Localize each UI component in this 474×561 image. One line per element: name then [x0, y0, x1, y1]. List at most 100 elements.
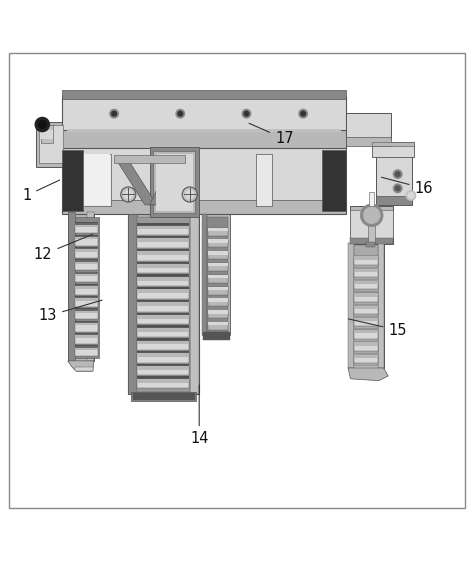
Bar — [354, 341, 378, 342]
Bar — [137, 312, 189, 315]
Bar — [354, 279, 378, 281]
Bar — [137, 249, 189, 251]
Circle shape — [393, 184, 402, 192]
Bar — [137, 325, 189, 328]
Circle shape — [408, 192, 414, 198]
Bar — [208, 287, 228, 290]
Bar — [208, 263, 228, 266]
Bar — [68, 212, 94, 361]
Bar — [208, 252, 228, 259]
Bar — [75, 222, 98, 225]
Bar — [354, 328, 378, 330]
Bar — [354, 342, 378, 346]
Bar — [137, 302, 189, 312]
Bar — [372, 142, 414, 146]
Bar — [203, 333, 230, 339]
Bar — [354, 269, 378, 277]
Bar — [350, 210, 393, 238]
Bar — [137, 364, 189, 366]
Bar — [75, 261, 98, 270]
Circle shape — [363, 207, 380, 224]
Bar — [75, 309, 98, 311]
Bar — [153, 150, 195, 213]
Bar — [137, 379, 189, 388]
Text: 1: 1 — [22, 180, 60, 203]
Polygon shape — [68, 361, 94, 371]
Bar — [137, 276, 189, 280]
Bar — [354, 342, 378, 351]
Bar — [62, 146, 346, 200]
Bar — [75, 348, 98, 356]
Bar — [67, 129, 341, 132]
Bar — [208, 287, 228, 295]
Text: 13: 13 — [39, 300, 102, 324]
Bar — [75, 274, 98, 282]
Bar — [378, 243, 383, 368]
Bar — [133, 393, 195, 399]
Bar — [137, 351, 189, 353]
Bar — [354, 291, 378, 293]
Bar — [128, 214, 137, 394]
Bar — [75, 284, 98, 286]
Bar — [354, 304, 378, 306]
Circle shape — [178, 111, 182, 116]
Bar — [137, 261, 189, 264]
Bar — [354, 280, 378, 284]
Bar — [137, 225, 189, 229]
Bar — [75, 346, 98, 350]
Bar — [62, 90, 346, 99]
Bar — [137, 237, 189, 242]
Circle shape — [185, 190, 194, 199]
Bar — [75, 321, 98, 323]
Bar — [137, 223, 189, 226]
Bar — [75, 259, 98, 261]
Bar — [208, 299, 228, 306]
Bar — [354, 330, 378, 333]
Circle shape — [395, 186, 400, 191]
Circle shape — [244, 111, 249, 116]
Bar — [208, 275, 228, 278]
Circle shape — [124, 190, 133, 199]
Bar — [75, 309, 98, 313]
Bar — [354, 256, 378, 260]
Bar — [137, 288, 189, 293]
Bar — [354, 330, 378, 339]
Circle shape — [393, 170, 402, 178]
Bar — [137, 277, 189, 286]
Bar — [62, 150, 83, 210]
Bar — [128, 214, 199, 394]
Bar — [75, 248, 98, 252]
Bar — [137, 338, 189, 341]
Circle shape — [301, 111, 306, 116]
Circle shape — [112, 111, 117, 116]
Bar — [137, 251, 189, 261]
Bar — [137, 217, 190, 392]
Bar — [137, 365, 189, 370]
Circle shape — [299, 109, 308, 118]
Bar — [137, 314, 189, 319]
Bar — [137, 378, 189, 383]
Polygon shape — [150, 160, 182, 205]
Bar — [137, 250, 189, 255]
Bar — [62, 96, 346, 132]
Bar — [137, 264, 189, 273]
Bar — [75, 273, 98, 276]
Bar — [75, 286, 98, 295]
Text: 12: 12 — [34, 234, 92, 262]
Bar — [75, 237, 98, 246]
Bar — [137, 341, 189, 350]
Bar — [137, 238, 189, 248]
Bar — [75, 272, 98, 274]
Bar — [354, 318, 378, 321]
Bar — [87, 212, 94, 361]
Bar — [75, 321, 98, 325]
Bar — [137, 226, 189, 235]
Bar — [322, 150, 346, 210]
Bar — [137, 287, 189, 289]
Bar — [354, 355, 378, 363]
Circle shape — [38, 121, 46, 128]
Text: 17: 17 — [249, 123, 293, 146]
Bar — [75, 345, 98, 348]
Bar — [137, 289, 189, 299]
Bar — [354, 316, 378, 318]
